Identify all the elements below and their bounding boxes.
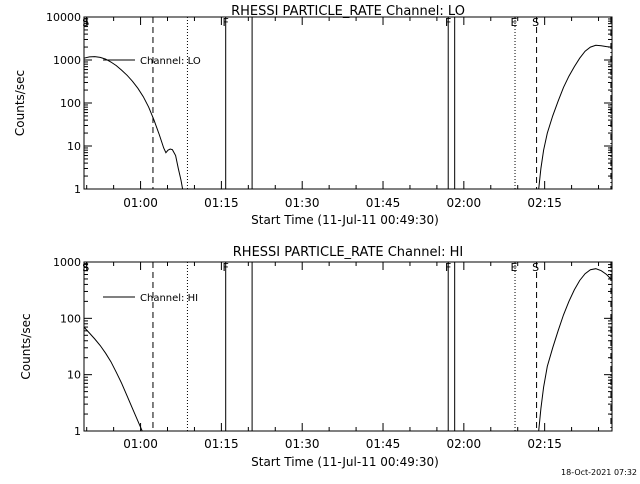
x-tick-label: 02:00 [447, 437, 482, 451]
series-line-segment [83, 326, 143, 432]
y-tick-label: 10 [67, 140, 81, 153]
event-marker-label: E [511, 261, 518, 274]
y-tick-label: 100 [60, 97, 81, 110]
x-axis-label: Start Time (11-Jul-11 00:49:30) [251, 213, 439, 227]
x-axis-label: Start Time (11-Jul-11 00:49:30) [251, 455, 439, 469]
y-axis-label: Counts/sec [13, 70, 27, 136]
event-marker-label: S [82, 16, 89, 29]
event-marker-label: F [445, 261, 451, 274]
y-tick-label: 100 [60, 312, 81, 325]
series-line-segment [83, 56, 184, 190]
y-tick-label: 10000 [46, 11, 81, 24]
chart-panel-2: RHESSI PARTICLE_RATE Channel: HI 1 10 100 10… [19, 245, 613, 469]
x-tick-label: 01:15 [204, 437, 239, 451]
plot-frame [83, 261, 613, 432]
event-marker-label: S [532, 261, 539, 274]
series-line-segment [538, 44, 611, 190]
y-tick-label: 10 [67, 369, 81, 382]
event-marker-label: F [223, 16, 229, 29]
x-tick-label: 02:00 [447, 196, 482, 210]
series-line-segment [538, 268, 612, 432]
y-axis-label: Counts/sec [19, 313, 33, 379]
x-tick-label: 01:00 [123, 437, 158, 451]
y-tick-label: 1 [74, 425, 81, 438]
x-tick-label: 01:30 [285, 196, 320, 210]
x-tick-label: 01:45 [366, 196, 401, 210]
chart-title: RHESSI PARTICLE_RATE Channel: LO [231, 4, 465, 19]
x-tick-label: 01:45 [366, 437, 401, 451]
event-marker-label: E [511, 16, 518, 29]
y-tick-label: 1000 [53, 256, 81, 269]
event-marker-label: S [82, 261, 89, 274]
event-marker-label: F [223, 261, 229, 274]
x-tick-label: 02:15 [527, 437, 562, 451]
x-tick-label: 02:15 [527, 196, 562, 210]
event-marker-label: S [532, 16, 539, 29]
x-tick-label: 01:30 [285, 437, 320, 451]
y-tick-label: 1000 [53, 54, 81, 67]
x-tick-label: 01:15 [204, 196, 239, 210]
legend-label: Channel: LO [140, 56, 201, 67]
footer-timestamp: 18-Oct-2021 07:32 [561, 468, 637, 477]
plot-frame [83, 16, 613, 190]
chart-panel-1: RHESSI PARTICLE_RATE Channel: LO 1 10 100 10… [13, 4, 613, 227]
event-marker-label: F [445, 16, 451, 29]
y-tick-label: 1 [74, 183, 81, 196]
chart-title: RHESSI PARTICLE_RATE Channel: HI [233, 245, 463, 260]
x-tick-label: 01:00 [123, 196, 158, 210]
legend-label: Channel: HI [140, 293, 198, 304]
